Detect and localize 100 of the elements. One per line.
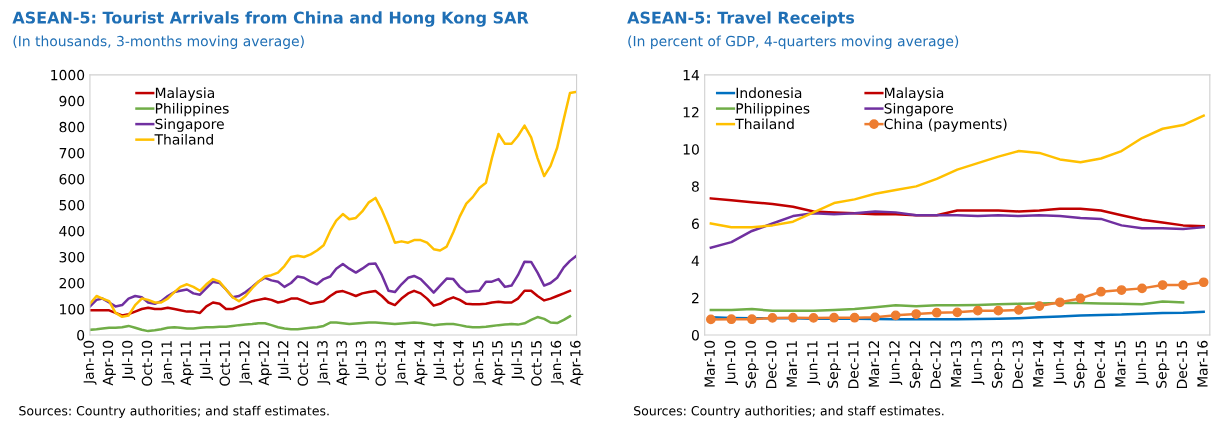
legend-label: Philippines (736, 102, 810, 117)
x-tick-label: Sep-15 (1156, 341, 1170, 388)
chart-title: ASEAN-5: Tourist Arrivals from China and Hong Kong SAR (12, 11, 529, 27)
x-tick-label: Jun-14 (1053, 340, 1067, 385)
x-tick-label: Sep-12 (909, 341, 923, 388)
chart-subtitle: (In thousands, 3-months moving average) (13, 35, 304, 50)
chart-subtitle: (In percent of GDP, 4-quarters moving average) (628, 35, 959, 50)
x-tick-label: Jun-10 (724, 340, 739, 385)
y-tick-label: 2 (692, 292, 699, 304)
point (849, 312, 860, 323)
x-tick-label: Jun-12 (889, 341, 903, 385)
x-tick-label: Mar-13 (950, 340, 962, 387)
point (1075, 293, 1086, 304)
source-note: Sources: Country authorities; and staff estimates. (634, 405, 944, 418)
legend-label: Singapore (155, 118, 224, 132)
point (1137, 283, 1147, 294)
y-tick-label: 800 (59, 121, 85, 133)
x-tick-label: Jan-11 (161, 341, 175, 385)
x-tick-label: Apr-15 (492, 341, 506, 386)
x-tick-label: Jan-14 (395, 340, 409, 385)
point (767, 313, 778, 323)
point (726, 314, 737, 325)
x-tick-label: Jun-13 (971, 340, 985, 385)
x-tick-label: Dec-13 (1012, 340, 1023, 389)
x-tick-label: Dec-15 (1176, 341, 1188, 389)
legend-label: Malaysia (155, 87, 214, 101)
legend-label: Thailand (735, 118, 794, 130)
point (1014, 305, 1024, 315)
y-tick-label: 0 (77, 329, 85, 341)
point (1034, 301, 1045, 311)
x-tick-label: Oct-10 (141, 340, 153, 386)
point (890, 310, 901, 321)
x-tick-label: Jul-14 (433, 340, 447, 381)
x-tick-label: Jul-11 (199, 341, 213, 381)
y-tick-label: 0 (691, 329, 699, 341)
x-tick-label: Mar-16 (1197, 340, 1208, 387)
line-series (709, 210, 1205, 249)
legend-label: Indonesia (736, 87, 802, 99)
point (1096, 286, 1106, 297)
x-tick-label: Jun-15 (1135, 341, 1149, 385)
point (931, 307, 942, 318)
x-tick-label: Oct-11 (219, 341, 231, 386)
point (952, 307, 963, 318)
source-note: Sources: Country authorities; and staff estimates. (19, 405, 329, 418)
x-tick-label: Jan-13 (317, 340, 331, 385)
x-tick-label: Jun-11 (807, 341, 821, 385)
x-tick-label: Mar-11 (786, 341, 798, 387)
x-tick-label: Apr-10 (102, 340, 116, 386)
y-tick-label: 14 (683, 70, 700, 81)
x-tick-label: Mar-12 (868, 341, 880, 387)
x-tick-label: Jan-12 (239, 341, 253, 385)
y-tick-label: 600 (59, 173, 85, 185)
y-tick-label: 900 (59, 95, 85, 107)
line-series (89, 315, 572, 333)
point (972, 305, 983, 316)
legend-label: Malaysia (885, 87, 944, 101)
legend-label: Philippines (155, 102, 229, 117)
legend-label: China (payments) (884, 118, 1007, 132)
point (993, 305, 1004, 316)
x-tick-label: Mar-15 (1115, 341, 1126, 387)
line-series (89, 289, 572, 317)
x-tick-label: Sep-11 (827, 341, 841, 388)
y-tick-label: 500 (59, 199, 85, 211)
x-tick-label: Jul-13 (355, 340, 369, 381)
point (1055, 297, 1065, 308)
x-tick-label: Sep-13 (991, 340, 1006, 388)
point (788, 312, 798, 323)
x-tick-label: Jul-10 (121, 340, 136, 381)
y-tick-label: 300 (59, 251, 85, 263)
x-tick-label: Dec-12 (930, 341, 941, 389)
x-tick-label: Jul-15 (511, 341, 525, 381)
point (1116, 285, 1127, 295)
point (706, 314, 716, 325)
x-tick-label: Dec-14 (1094, 340, 1106, 389)
y-tick-label: 4 (691, 255, 700, 266)
y-tick-label: 6 (691, 218, 699, 229)
x-tick-label: Dec-10 (765, 340, 777, 389)
x-tick-label: Jan-10 (83, 340, 97, 385)
chart-title: ASEAN-5: Travel Receipts (627, 11, 855, 27)
y-tick-label: 200 (59, 277, 85, 289)
x-tick-label: Oct-15 (531, 341, 542, 386)
point (1157, 280, 1168, 290)
x-tick-label: Sep-10 (745, 340, 759, 388)
y-tick-label: 10 (683, 144, 699, 155)
x-tick-label: Apr-11 (180, 341, 194, 386)
legend-label: Thailand (154, 133, 213, 145)
point (1178, 280, 1188, 290)
y-tick-label: 8 (691, 181, 699, 192)
y-tick-label: 1000 (51, 69, 85, 81)
x-tick-label: Sep-14 (1073, 340, 1088, 388)
y-tick-label: 100 (60, 303, 85, 315)
point (829, 312, 839, 323)
point (747, 314, 757, 325)
x-tick-label: Mar-14 (1033, 340, 1044, 387)
x-tick-label: Jan-15 (473, 341, 486, 385)
y-tick-label: 700 (59, 147, 85, 159)
x-tick-label: Jul-12 (277, 341, 292, 381)
x-tick-label: Apr-16 (570, 340, 584, 386)
point (1198, 277, 1209, 288)
point (911, 309, 922, 319)
